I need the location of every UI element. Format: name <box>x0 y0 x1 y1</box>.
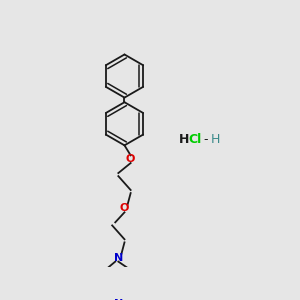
Text: O: O <box>120 203 129 214</box>
Text: N: N <box>114 299 123 300</box>
Text: -: - <box>204 134 208 146</box>
Text: O: O <box>126 154 135 164</box>
Text: H: H <box>211 134 220 146</box>
Text: Cl: Cl <box>188 134 202 146</box>
Text: N: N <box>114 253 123 263</box>
Text: H: H <box>179 134 190 146</box>
